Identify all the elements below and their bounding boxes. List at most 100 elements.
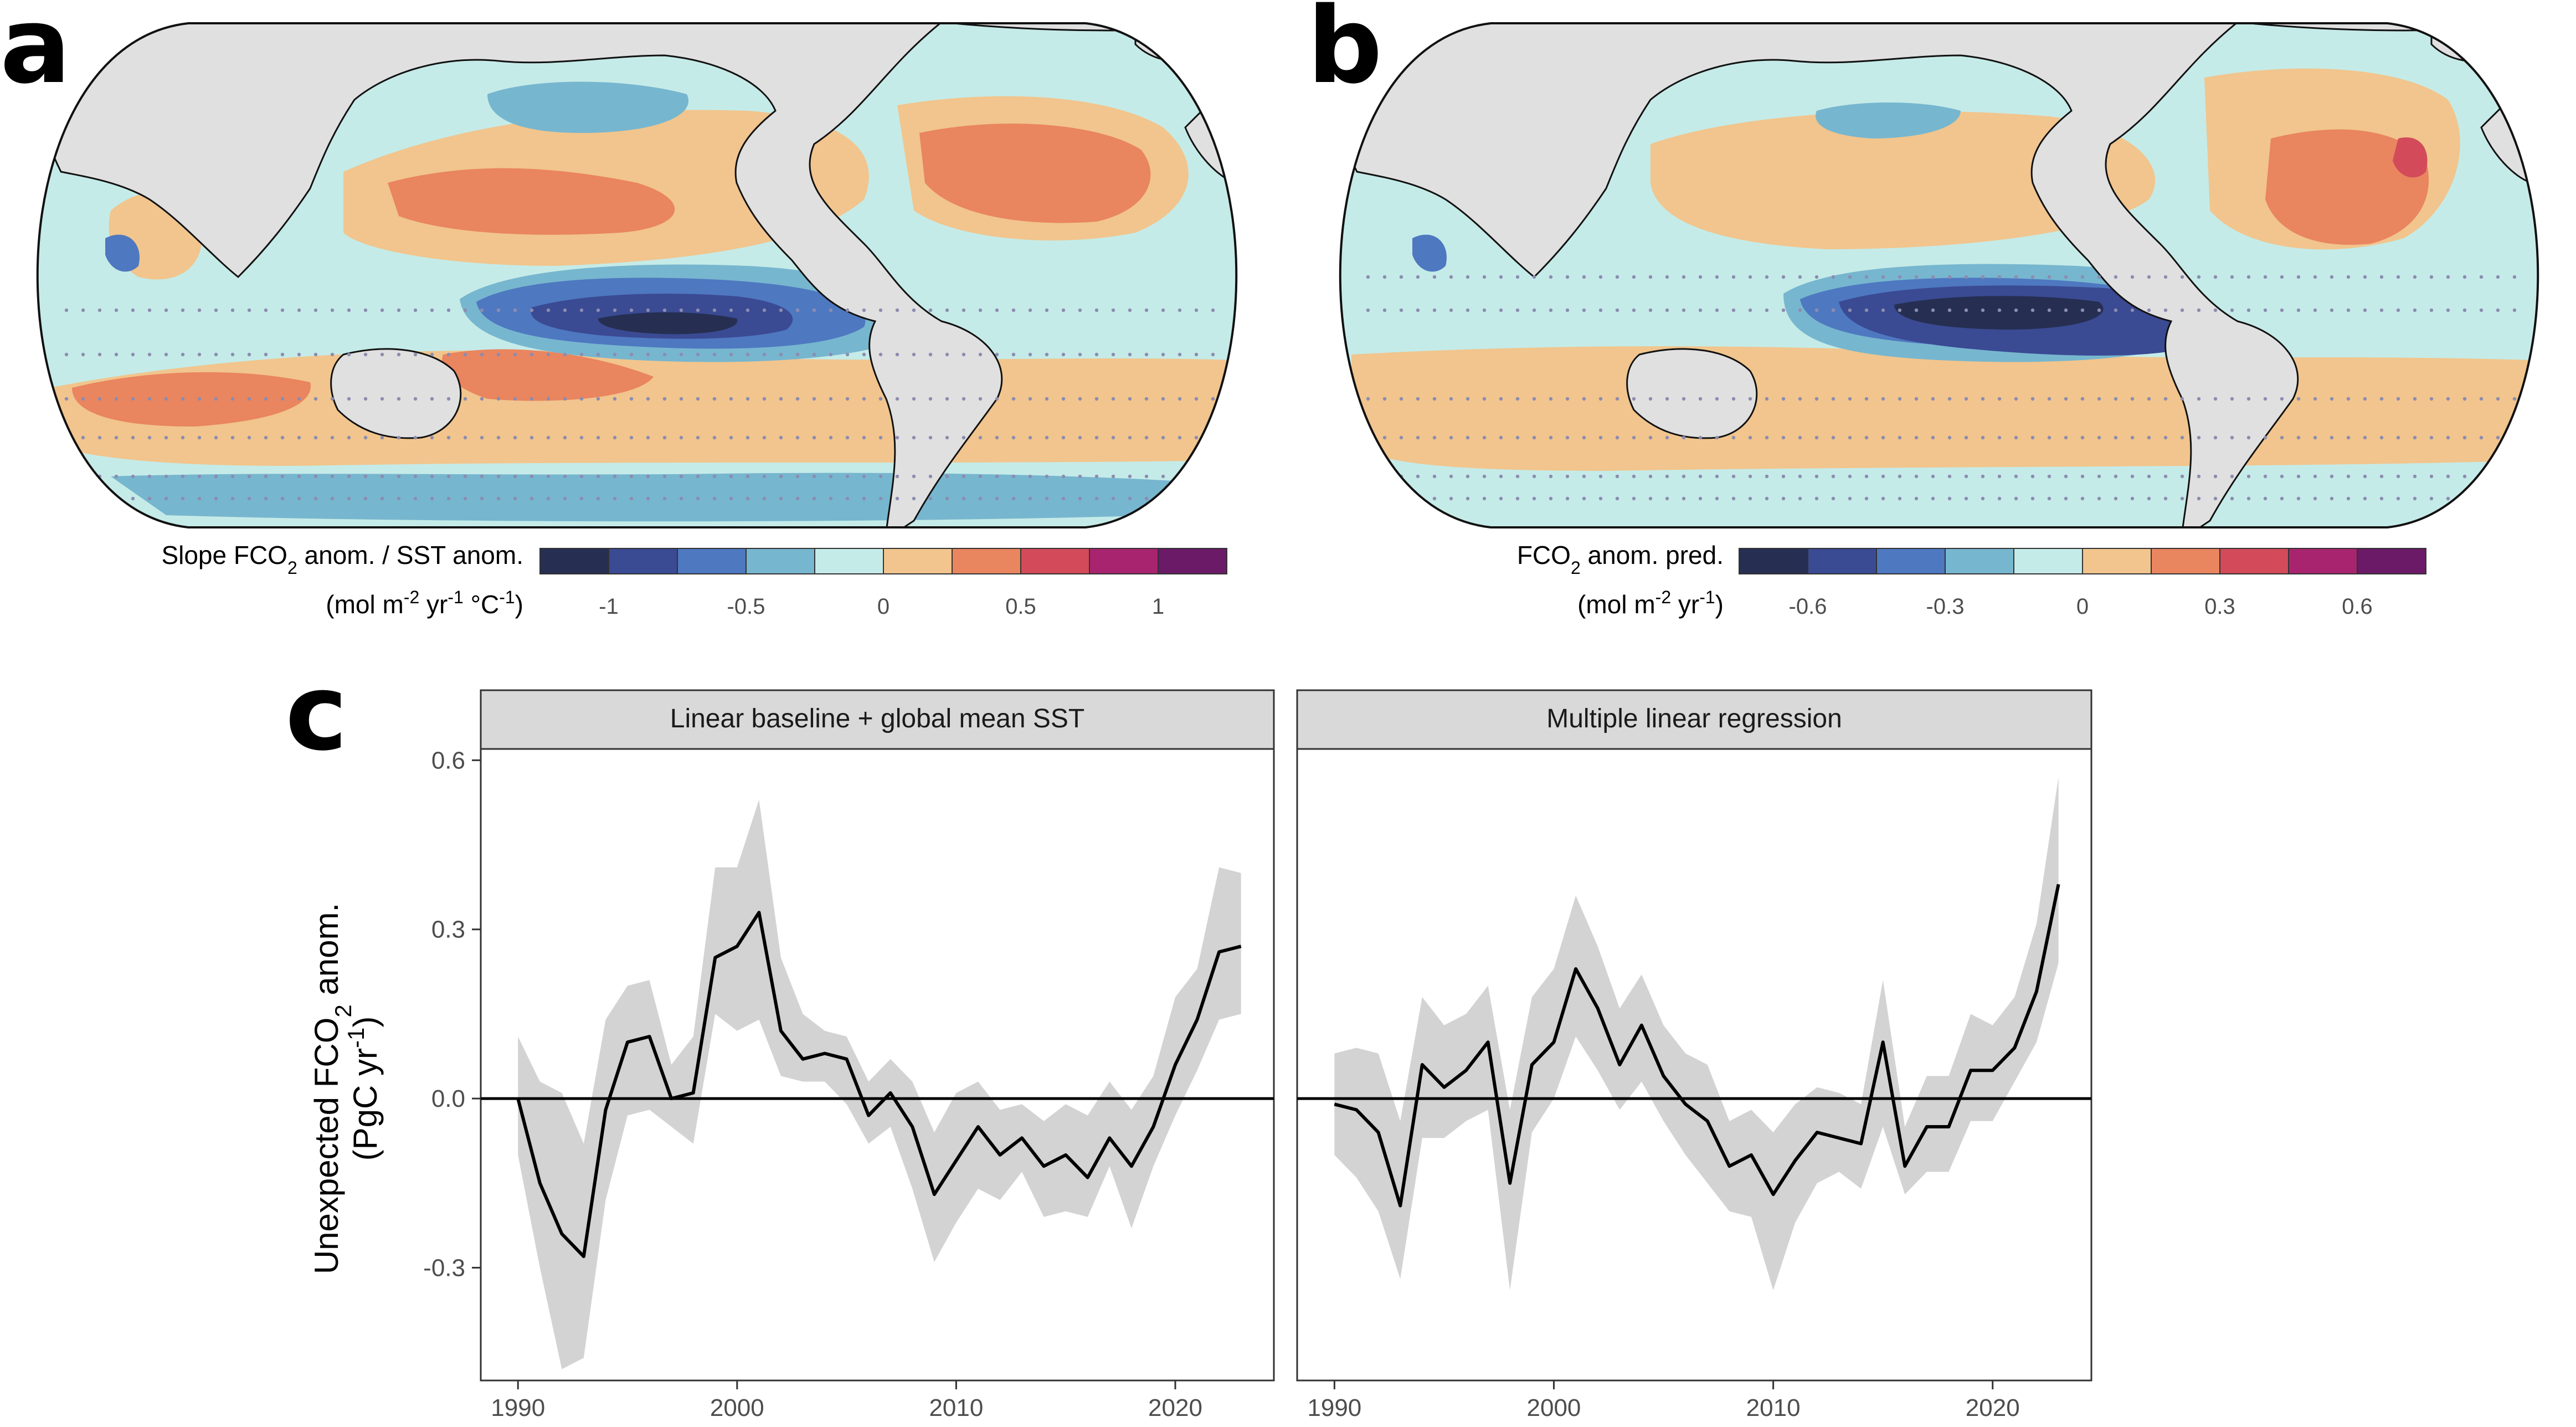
stipple-dot — [1028, 435, 1032, 440]
stipple-dot — [1665, 496, 1669, 501]
stipple-dot — [2462, 435, 2467, 440]
x-tick-label: 2000 — [1527, 1394, 1581, 1421]
stipple-dot — [563, 397, 567, 401]
stipple-dot — [1831, 275, 1835, 279]
stipple-dot — [430, 435, 434, 440]
stipple-dot — [945, 352, 949, 357]
stipple-dot — [2030, 474, 2035, 479]
stipple-dot — [563, 474, 567, 479]
stipple-dot — [1482, 435, 1487, 440]
stipple-dot — [214, 352, 218, 357]
stipple-dot — [928, 352, 933, 357]
stipple-dot — [995, 435, 999, 440]
map-b-warm2-atlantic — [2265, 129, 2429, 245]
stipple-dot — [2130, 435, 2135, 440]
stipple-dot — [1698, 397, 1703, 401]
stipple-dot — [2246, 496, 2251, 501]
stipple-dot — [2197, 435, 2201, 440]
stipple-dot — [579, 352, 584, 357]
stipple-dot — [480, 397, 484, 401]
stipple-dot — [1515, 496, 1520, 501]
stipple-dot — [1078, 308, 1082, 312]
stipple-dot — [662, 397, 667, 401]
stipple-dot — [2330, 397, 2334, 401]
stipple-dot — [2047, 496, 2051, 501]
stipple-dot — [2230, 275, 2234, 279]
stipple-dot — [978, 397, 983, 401]
stipple-dot — [1964, 308, 1968, 312]
stipple-dot — [1194, 397, 1199, 401]
stipple-dot — [2080, 435, 2085, 440]
stipple-dot — [2296, 435, 2301, 440]
stipple-dot — [1931, 496, 1935, 501]
stipple-dot — [712, 435, 717, 440]
stipple-dot — [147, 308, 152, 312]
stipple-dot — [1582, 397, 1586, 401]
stipple-dot — [1061, 435, 1066, 440]
stipple-dot — [829, 474, 833, 479]
stipple-dot — [496, 474, 501, 479]
stipple-dot — [928, 496, 933, 501]
stipple-dot — [1898, 435, 1902, 440]
stipple-dot — [2147, 435, 2151, 440]
stipple-dot — [978, 474, 983, 479]
stipple-dot — [2163, 474, 2168, 479]
stipple-dot — [1731, 474, 1736, 479]
colorbar-swatch — [2151, 548, 2220, 574]
x-tick-label: 2010 — [1746, 1394, 1801, 1421]
stipple-dot — [812, 308, 816, 312]
stipple-dot — [2163, 496, 2168, 501]
stipple-dot — [1632, 308, 1636, 312]
stipple-dot — [1094, 496, 1099, 501]
stipple-dot — [2180, 308, 2184, 312]
stipple-dot — [1094, 397, 1099, 401]
stipple-dot — [2363, 397, 2367, 401]
stipple-dot — [2379, 397, 2384, 401]
stipple-dot — [181, 308, 185, 312]
stipple-dot — [2246, 397, 2251, 401]
stipple-dot — [164, 474, 168, 479]
stipple-dot — [2479, 496, 2484, 501]
stipple-dot — [729, 308, 733, 312]
stipple-dot — [878, 397, 883, 401]
colorbar-tick-label: -0.3 — [1926, 594, 1965, 619]
stipple-dot — [1161, 474, 1165, 479]
stipple-dot — [2130, 496, 2135, 501]
stipple-dot — [1864, 496, 1869, 501]
stipple-dot — [2014, 496, 2018, 501]
stipple-dot — [64, 352, 69, 357]
stipple-dot — [463, 435, 467, 440]
stipple-dot — [1011, 308, 1016, 312]
stipple-dot — [745, 352, 750, 357]
stipple-dot — [1848, 275, 1852, 279]
stipple-dot — [181, 435, 185, 440]
stipple-dot — [2296, 397, 2301, 401]
stipple-dot — [114, 308, 119, 312]
stipple-dot — [1011, 496, 1016, 501]
colorbar-swatch — [1158, 548, 1227, 574]
stipple-dot — [380, 352, 384, 357]
stipple-dot — [214, 496, 218, 501]
stipple-dot — [1748, 275, 1752, 279]
stipple-dot — [1582, 474, 1586, 479]
stipple-dot — [646, 308, 650, 312]
stipple-dot — [2313, 474, 2317, 479]
stipple-dot — [1831, 435, 1835, 440]
stipple-dot — [2379, 308, 2384, 312]
stipple-dot — [1798, 496, 1802, 501]
stipple-dot — [1731, 308, 1736, 312]
stipple-dot — [1997, 275, 2002, 279]
stipple-dot — [2479, 275, 2484, 279]
stipple-dot — [845, 496, 850, 501]
stipple-dot — [529, 352, 534, 357]
stipple-dot — [1781, 275, 1786, 279]
stipple-dot — [1161, 352, 1165, 357]
stipple-dot — [1831, 308, 1835, 312]
stipple-dot — [912, 474, 916, 479]
stipple-dot — [613, 308, 617, 312]
stipple-dot — [829, 397, 833, 401]
colorbar-swatch — [814, 548, 884, 574]
colorbar-swatch — [2013, 548, 2083, 574]
stipple-dot — [214, 435, 218, 440]
stipple-dot — [961, 308, 966, 312]
